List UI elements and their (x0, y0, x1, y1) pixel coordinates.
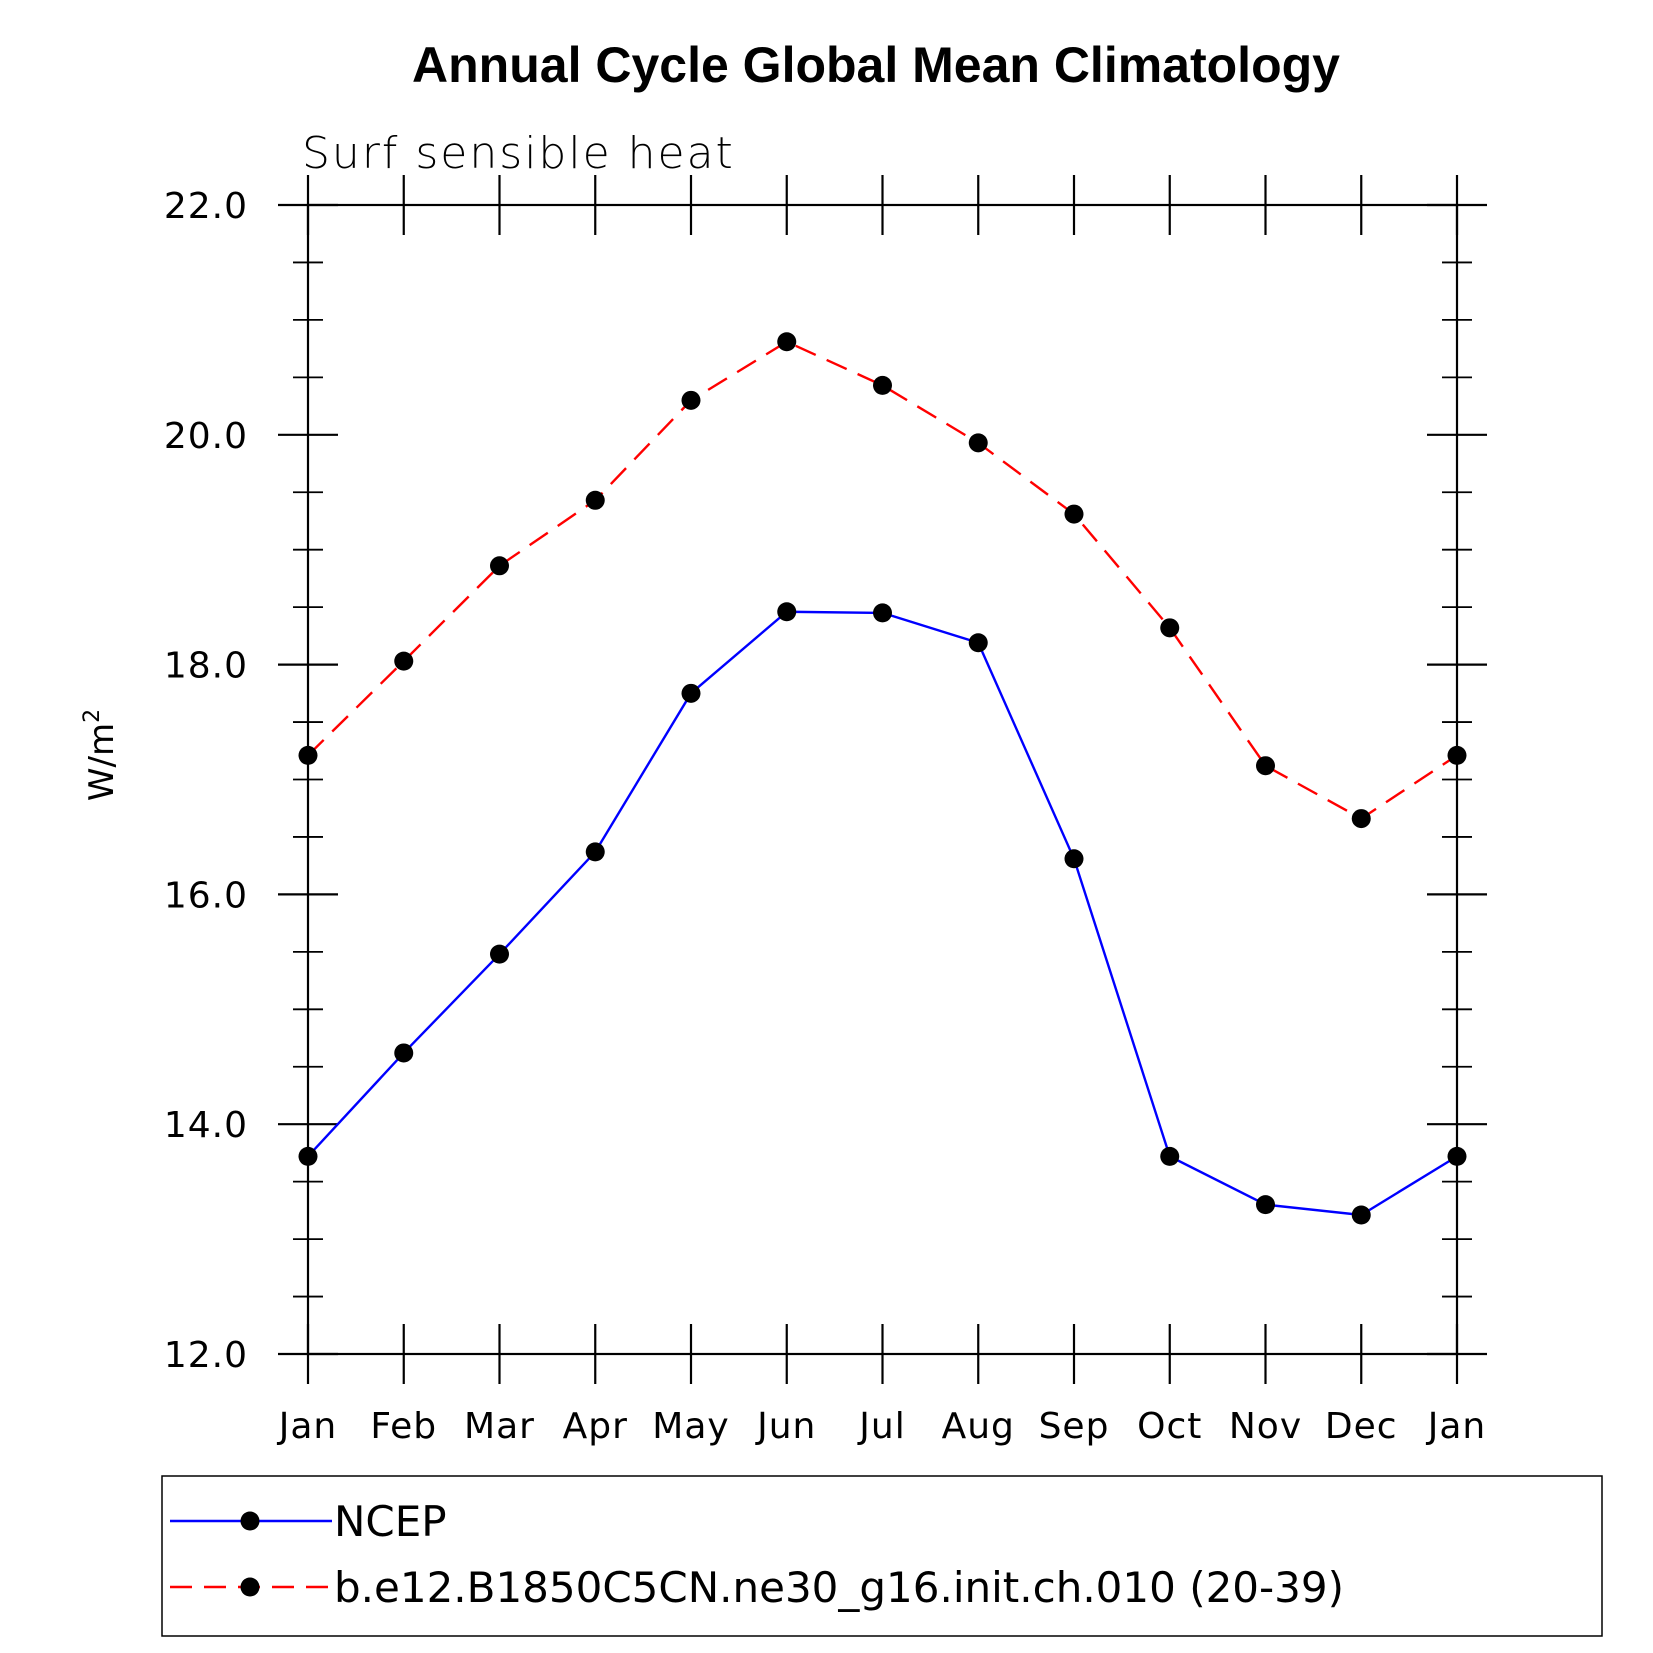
y-tick-label: 16.0 (164, 875, 248, 916)
data-point (968, 433, 988, 453)
data-point (1064, 504, 1084, 524)
data-point (298, 1146, 318, 1166)
x-tick-label: Jun (755, 1406, 816, 1447)
data-point (394, 1043, 414, 1063)
data-point (1160, 1146, 1180, 1166)
legend-entry-2: b.e12.B1850C5CN.ne30_g16.init.ch.010 (20… (170, 1563, 1344, 1612)
x-tick-label: May (652, 1406, 729, 1447)
data-point (1447, 745, 1467, 765)
legend-entry-1: NCEP (170, 1497, 447, 1546)
x-tick-label: Jan (1426, 1406, 1487, 1447)
data-point (298, 745, 318, 765)
data-point (1064, 849, 1084, 869)
legend-label: b.e12.B1850C5CN.ne30_g16.init.ch.010 (20… (334, 1563, 1344, 1612)
chart-title: Annual Cycle Global Mean Climatology (412, 37, 1340, 93)
y-tick-label: 12.0 (164, 1335, 248, 1376)
legend: NCEP b.e12.B1850C5CN.ne30_g16.init.ch.010… (161, 1475, 1603, 1637)
series-line (307, 340, 1458, 820)
data-point (777, 602, 797, 622)
data-point (681, 683, 701, 703)
data-point (873, 603, 892, 623)
y-axis-label: W/m2 (80, 709, 122, 801)
y-tick-labels: 12.0 14.0 16.0 18.0 20.0 22.0 (164, 186, 248, 1376)
legend-label: NCEP (334, 1497, 447, 1546)
data-point (1256, 1195, 1275, 1215)
series-layer (298, 332, 1467, 1225)
x-tick-labels: Jan Feb Mar Apr May Jun Jul Aug Sep Oct Nov Dec Jan (277, 1406, 1487, 1447)
y-tick-label: 20.0 (164, 416, 248, 457)
legend-swatch-marker (240, 1511, 260, 1531)
x-tick-label: Nov (1229, 1406, 1302, 1447)
series-2 (298, 332, 1467, 829)
x-tick-label: Apr (563, 1406, 628, 1447)
data-point (1160, 618, 1180, 638)
data-point (873, 375, 892, 395)
x-tick-label: Dec (1325, 1406, 1398, 1447)
x-tick-label: Jul (857, 1406, 905, 1447)
svg-text:W/m2: W/m2 (80, 709, 122, 801)
data-point (585, 490, 605, 510)
data-point (585, 842, 605, 862)
y-axis-label-text: W/m (82, 723, 122, 801)
data-point (1351, 1205, 1371, 1225)
legend-swatch-marker (240, 1577, 260, 1597)
data-point (968, 633, 988, 653)
data-point (681, 390, 701, 410)
x-tick-label: Feb (370, 1406, 437, 1447)
data-point (394, 651, 414, 671)
data-point (777, 332, 797, 352)
series-1 (298, 602, 1467, 1225)
x-tick-label: Sep (1039, 1406, 1110, 1447)
y-tick-label: 22.0 (164, 186, 248, 227)
legend-entries: NCEP b.e12.B1850C5CN.ne30_g16.init.ch.010… (170, 1497, 1344, 1612)
legend-box (161, 1475, 1603, 1637)
plot-axes (278, 175, 1487, 1384)
x-tick-label: Jan (277, 1406, 338, 1447)
y-axis-label-superscript: 2 (80, 709, 105, 723)
data-point (490, 944, 509, 964)
chart-subtitle: Surf sensible heat (302, 128, 735, 179)
series-line (307, 610, 1458, 1217)
x-tick-label: Mar (464, 1406, 535, 1447)
y-tick-label: 14.0 (164, 1105, 248, 1146)
data-point (1256, 756, 1275, 776)
x-tick-label: Oct (1137, 1406, 1202, 1447)
y-tick-label: 18.0 (164, 646, 248, 687)
data-point (1447, 1146, 1467, 1166)
x-tick-label: Aug (942, 1406, 1015, 1447)
data-point (1351, 809, 1371, 829)
data-point (490, 556, 509, 576)
